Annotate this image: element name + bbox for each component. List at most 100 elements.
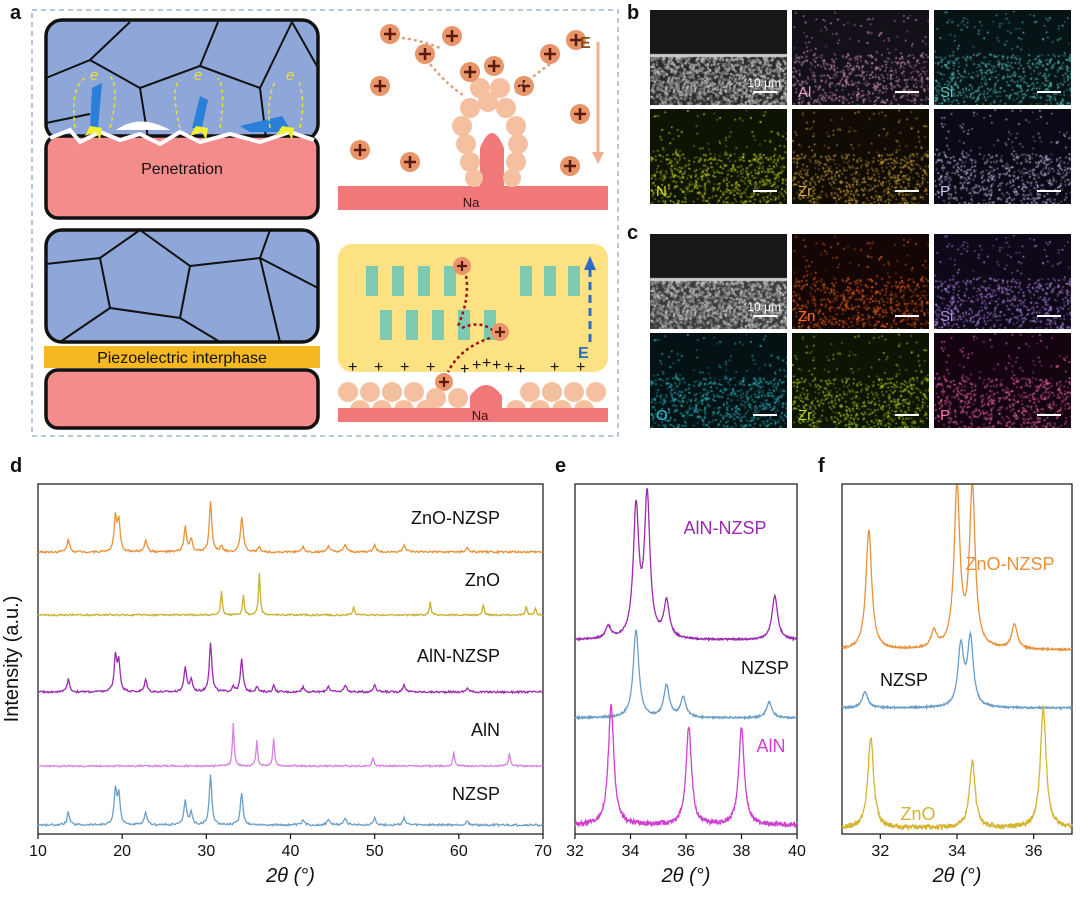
schematic-panel-a: e e e Penetration Piezoelectric interpha…: [31, 9, 619, 437]
eds-tile-si: Si: [934, 10, 1071, 105]
x-axis-label: 2θ (°): [265, 865, 315, 887]
series-line-2: [37, 642, 544, 695]
svg-text:+: +: [472, 357, 481, 374]
series-label: ZnO-NZSP: [965, 554, 1054, 574]
scale-bar: [895, 190, 919, 192]
eds-element-label: P: [940, 407, 951, 424]
na-block-bottom: [44, 368, 320, 430]
eds-map-pixels: [650, 234, 787, 329]
series-label: NZSP: [452, 784, 500, 804]
field-label-top: E: [580, 35, 591, 52]
x-axis-label: 2θ (°): [932, 865, 982, 887]
eds-map-pixels: [792, 10, 929, 105]
eds-map-grid-c: 10 μm Zn Si O Zr P: [650, 234, 1072, 428]
eds-element-label: Si: [940, 84, 954, 101]
svg-text:+: +: [374, 359, 383, 376]
scale-bar: [895, 414, 919, 416]
svg-text:+: +: [504, 359, 513, 376]
svg-text:+: +: [400, 359, 409, 376]
x-tick-label: 40: [282, 843, 300, 860]
scale-bar: [753, 315, 777, 317]
series-line-2: [574, 703, 798, 829]
series-line-3: [37, 723, 544, 768]
eds-map-pixels: [934, 333, 1071, 428]
svg-text:+: +: [482, 355, 491, 372]
scale-bar-label: 10 μm: [747, 76, 781, 90]
na-substrate-top: [338, 186, 608, 210]
piezo-interphase-layer: [44, 346, 320, 368]
svg-text:+: +: [492, 357, 501, 374]
panel-letter-f: f: [818, 455, 825, 477]
series-line-4: [37, 774, 544, 828]
eds-element-label: P: [940, 183, 951, 200]
surface-charges: + + + + + + + + + + + +: [348, 355, 585, 378]
svg-text:+: +: [550, 359, 559, 376]
eds-element-label: O: [656, 407, 668, 424]
scale-bar: [1037, 315, 1061, 317]
xrd-chart-e: 32 34 36 38 40 2θ (°) AlN-NZSP NZSP AlN: [566, 483, 806, 887]
x-tick-label: 30: [197, 843, 215, 860]
series-label: ZnO: [465, 570, 500, 590]
na-label-bottom: Na: [472, 408, 489, 423]
scale-bar: [753, 190, 777, 192]
scale-bar: [1037, 414, 1061, 416]
svg-text:+: +: [516, 361, 525, 378]
eds-tile-p: P: [934, 333, 1071, 428]
series-line-1: [841, 630, 1073, 711]
cation-icons-bottom: [435, 257, 509, 391]
piezo-field-bottom: + + + + + + + + + + + + E Na: [338, 244, 608, 423]
eds-map-pixels: [792, 333, 929, 428]
eds-element-label: Zr: [798, 407, 813, 424]
eds-map-grid-b: 10 μm Al Si N Zr P: [650, 10, 1072, 204]
piezo-region: [338, 244, 608, 372]
x-tick-label: 32: [566, 843, 584, 860]
piezo-interphase-label: Piezoelectric interphase: [97, 350, 267, 367]
eds-tile-al: Al: [792, 10, 929, 105]
x-tick-label: 60: [450, 843, 468, 860]
x-tick-label: 34: [948, 843, 966, 860]
eds-tile-zn: Zn: [792, 234, 929, 329]
x-tick-label: 34: [622, 843, 640, 860]
scale-bar: [753, 91, 777, 93]
eds-tile-zr: Zr: [792, 109, 929, 204]
na-substrate-bottom: [338, 408, 608, 422]
x-tick-label: 32: [871, 843, 889, 860]
eds-tile-zr: Zr: [792, 333, 929, 428]
grain-block-bottom: [44, 228, 320, 344]
eds-map-pixels: [650, 333, 787, 428]
series-line-1: [37, 572, 544, 617]
eds-element-label: N: [656, 183, 667, 200]
eds-tile-o: O: [650, 333, 787, 428]
eds-tile-sem: 10 μm: [650, 10, 787, 105]
series-label: AlN-NZSP: [683, 518, 766, 538]
plot-frame: [841, 483, 1073, 835]
xrd-chart-f: 32 34 36 2θ (°) ZnO-NZSP NZSP ZnO: [841, 483, 1073, 887]
series-label: NZSP: [741, 658, 789, 678]
svg-text:+: +: [426, 359, 435, 376]
x-tick-label: 70: [534, 843, 552, 860]
eds-element-label: Zn: [798, 308, 816, 325]
panel-letter-d: d: [10, 455, 23, 477]
svg-text:+: +: [348, 359, 357, 376]
electron-label-1: e: [90, 67, 98, 84]
xrd-chart-d: 10 20 30 40 50 60 70 2θ (°) Intensity (a.u.) ZnO-…: [1, 483, 552, 887]
na-block-top: [44, 134, 320, 220]
series-line-0: [841, 484, 1073, 653]
eds-map-pixels: [934, 109, 1071, 204]
penetration-label: Penetration: [141, 161, 223, 178]
x-tick-label: 36: [1025, 843, 1043, 860]
svg-text:+: +: [460, 361, 469, 378]
eds-map-pixels: [650, 10, 787, 105]
electron-label-3: e: [286, 67, 294, 84]
eds-tile-sem: 10 μm: [650, 234, 787, 329]
panel-letter-e: e: [555, 455, 567, 477]
series-label: ZnO-NZSP: [411, 508, 500, 528]
panel-letter-b: b: [627, 2, 640, 24]
series-line-0: [574, 487, 798, 643]
panel-letter-a: a: [10, 2, 22, 24]
x-axis-label: 2θ (°): [661, 865, 711, 887]
x-tick-label: 40: [788, 843, 806, 860]
eds-map-pixels: [934, 10, 1071, 105]
x-tick-label: 36: [677, 843, 695, 860]
eds-map-pixels: [792, 234, 929, 329]
